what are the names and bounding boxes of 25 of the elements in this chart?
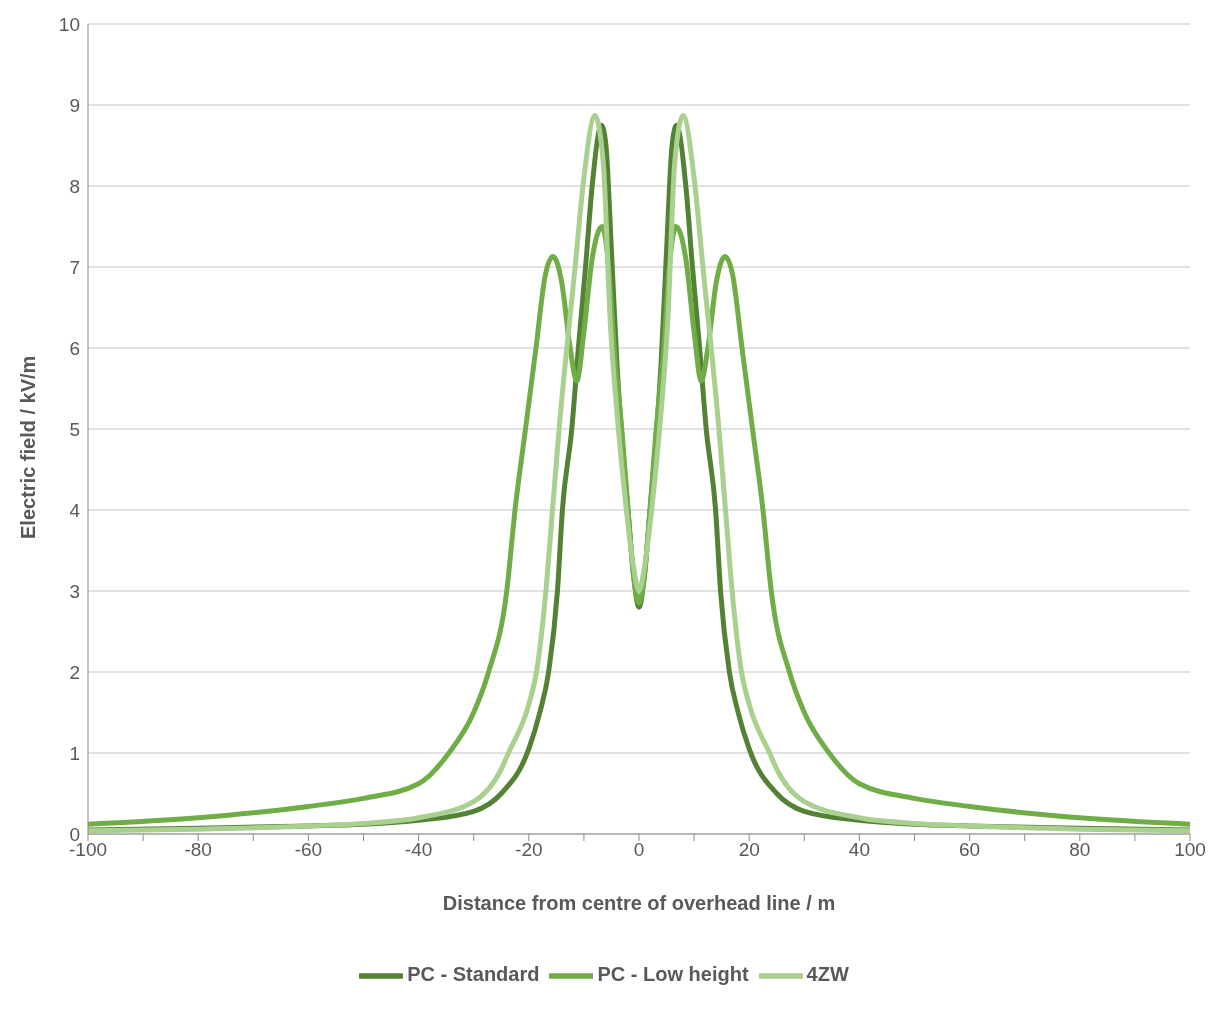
legend-label: PC - Low height xyxy=(597,963,749,986)
x-tick-label: -60 xyxy=(294,839,323,861)
y-tick-label: 1 xyxy=(69,742,80,764)
x-axis-title: Distance from centre of overhead line / m xyxy=(442,892,836,914)
legend-label: PC - Standard xyxy=(407,963,540,986)
y-axis-title: Electric field / kV/m xyxy=(17,355,40,539)
x-tick-label: 20 xyxy=(738,839,760,861)
x-tick-label: -20 xyxy=(515,839,543,861)
y-tick-label: 7 xyxy=(69,256,80,278)
x-tick-label: 40 xyxy=(848,839,870,861)
y-tick-label: 5 xyxy=(69,418,80,440)
y-tick-label: 9 xyxy=(69,94,80,116)
x-tick-label: -80 xyxy=(184,839,212,861)
y-tick-label: 3 xyxy=(69,580,80,602)
legend-label: 4ZW xyxy=(806,963,849,986)
y-tick-label: 6 xyxy=(69,337,80,359)
x-tick-label: 100 xyxy=(1174,839,1206,861)
x-tick-label: 80 xyxy=(1069,839,1091,861)
y-tick-label: 10 xyxy=(58,13,80,35)
x-tick-label: 0 xyxy=(633,839,645,861)
y-tick-label: 4 xyxy=(69,499,81,521)
y-tick-label: 8 xyxy=(69,175,80,197)
x-tick-label: 60 xyxy=(959,839,981,861)
y-tick-label: 2 xyxy=(69,661,80,683)
x-tick-label: -40 xyxy=(404,839,433,861)
